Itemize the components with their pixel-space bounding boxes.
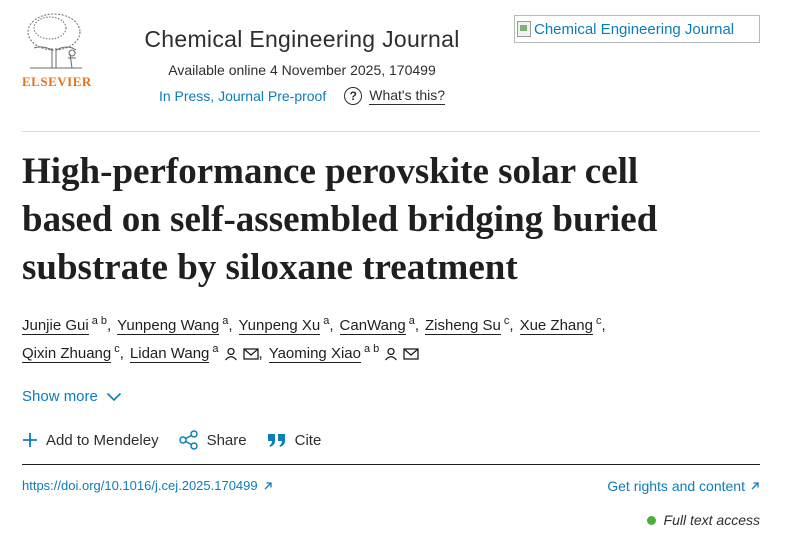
whats-this-label: What's this? <box>369 87 446 105</box>
cite-button[interactable]: Cite <box>267 431 322 449</box>
author-affiliation: a <box>212 343 219 355</box>
plus-icon <box>23 433 37 447</box>
in-press-status: In Press, Journal Pre-proof <box>158 88 327 104</box>
author-name: Lidan Wang <box>129 345 210 363</box>
author-link[interactable]: CanWang a <box>339 312 415 340</box>
author-name: Qixin Zhuang <box>22 345 112 363</box>
author-affiliation: c <box>595 315 602 327</box>
add-to-mendeley-label: Add to Mendeley <box>46 431 159 449</box>
add-to-mendeley-button[interactable]: Add to Mendeley <box>22 432 159 449</box>
author-affiliation: c <box>503 315 510 327</box>
full-text-access-label: Full text access <box>663 512 760 528</box>
whats-this-button[interactable]: ? What's this? <box>344 87 446 105</box>
doi-text: https://doi.org/10.1016/j.cej.2025.17049… <box>22 478 258 493</box>
envelope-icon <box>403 348 419 360</box>
author-name: Zisheng Su <box>425 317 501 335</box>
article-title-line-2: based on self-assembled bridging buried <box>22 199 658 240</box>
external-arrow-icon <box>751 482 759 490</box>
show-more-label: Show more <box>22 388 98 405</box>
access-indicator: Full text access <box>646 512 760 528</box>
journal-cover-alt-text: Chemical Engineering Journal <box>534 20 735 38</box>
actions-divider <box>22 464 760 465</box>
author-link[interactable]: Xue Zhang c <box>519 312 601 340</box>
author-affiliation: c <box>114 343 120 355</box>
availability-date: Available online 4 November 2025, 170499 <box>168 62 436 78</box>
author-name: Yunpeng Xu <box>238 317 321 335</box>
show-more-button[interactable]: Show more <box>22 388 122 405</box>
share-button[interactable]: Share <box>178 430 247 450</box>
envelope-icon <box>242 348 259 360</box>
author-name: Junjie Gui <box>22 317 89 335</box>
person-icon <box>385 347 398 361</box>
article-actions: Add to Mendeley Share Cite <box>22 430 321 450</box>
author-link[interactable]: Yaoming Xiao a b <box>268 340 420 368</box>
question-circle-icon: ? <box>344 87 363 105</box>
header-divider <box>22 131 760 132</box>
author-name: Yaoming Xiao <box>268 345 361 363</box>
chevron-down-icon <box>106 392 121 401</box>
author-affiliation: a <box>222 315 229 327</box>
author-link[interactable]: Lidan Wang a <box>129 340 259 368</box>
journal-cover-image[interactable]: Chemical Engineering Journal <box>514 15 760 43</box>
author-list: Junjie Gui a b, Yunpeng Wang a, Yunpeng Xu a,… <box>22 312 760 368</box>
author-link[interactable]: Yunpeng Wang a <box>117 312 228 340</box>
article-title-line-3: substrate by siloxane treatment <box>22 247 518 288</box>
journal-title-link[interactable]: Chemical Engineering Journal <box>144 26 460 52</box>
author-name: Yunpeng Wang <box>117 317 220 335</box>
share-icon <box>178 430 198 450</box>
author-affiliation: a <box>408 315 415 327</box>
cite-label: Cite <box>294 431 322 449</box>
person-icon <box>224 347 237 361</box>
author-link[interactable]: Junjie Gui a b <box>22 312 107 340</box>
elsevier-logo[interactable]: ELSEVIER <box>22 10 92 90</box>
elsevier-wordmark: ELSEVIER <box>22 74 92 89</box>
journal-info: Chemical Engineering Journal Available o… <box>134 26 470 105</box>
broken-image-icon <box>517 21 531 37</box>
external-arrow-icon <box>264 481 272 489</box>
share-label: Share <box>206 431 247 449</box>
quote-icon <box>267 434 285 447</box>
author-name: Xue Zhang <box>519 317 593 335</box>
author-affiliation: a b <box>91 315 107 327</box>
article-status-row: In Press, Journal Pre-proof ? What's thi… <box>134 87 470 105</box>
author-affiliation: a b <box>363 343 380 355</box>
get-rights-label: Get rights and content <box>607 478 745 494</box>
get-rights-link[interactable]: Get rights and content <box>607 478 760 494</box>
article-title: High-performance perovskite solar cell b… <box>22 148 742 292</box>
author-link[interactable]: Zisheng Su c <box>425 312 509 340</box>
author-name: CanWang <box>339 317 406 335</box>
author-affiliation: a <box>323 315 330 327</box>
doi-link[interactable]: https://doi.org/10.1016/j.cej.2025.17049… <box>22 478 273 493</box>
elsevier-tree-icon <box>27 13 82 69</box>
article-title-line-1: High-performance perovskite solar cell <box>22 151 639 192</box>
author-link[interactable]: Qixin Zhuang c <box>22 340 120 368</box>
author-link[interactable]: Yunpeng Xu a <box>238 312 329 340</box>
access-status-dot <box>646 515 656 525</box>
article-header: ELSEVIER Chemical Engineering Journal Av… <box>22 10 760 132</box>
